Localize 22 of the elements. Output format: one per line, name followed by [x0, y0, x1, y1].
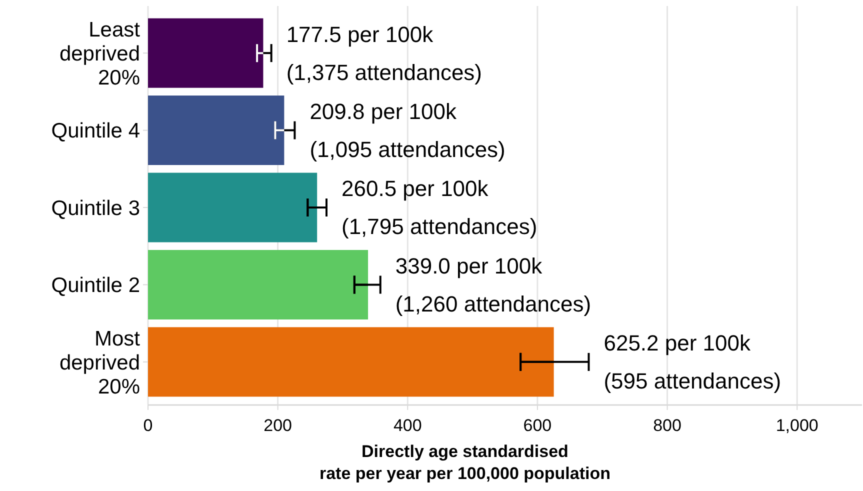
y-tick-label: Quintile 4 — [51, 120, 140, 143]
data-label: 625.2 per 100k (595 attendances) — [604, 330, 782, 394]
bar — [148, 172, 318, 242]
y-tick-label: Quintile 2 — [51, 274, 140, 298]
x-tick-label: 1,000 — [776, 416, 818, 435]
data-label: 177.5 per 100k (1,375 attendances) — [286, 22, 482, 85]
y-tick-label: Quintile 3 — [51, 196, 140, 220]
x-tick-label: 400 — [393, 416, 422, 435]
data-label: 209.8 per 100k (1,095 attendances) — [310, 98, 506, 162]
y-tick-label: Most deprived 20% — [59, 327, 140, 398]
data-label: 339.0 per 100k (1,260 attendances) — [395, 253, 592, 316]
y-tick-label: Least deprived 20% — [59, 18, 140, 90]
bar — [148, 327, 554, 397]
x-axis-title: Directly age standardised rate per year per 100,000 population — [319, 442, 611, 483]
bar — [148, 96, 284, 166]
x-tick-label: 600 — [523, 416, 552, 435]
bar — [148, 18, 264, 88]
bar — [148, 250, 368, 320]
x-tick-label: 200 — [264, 416, 292, 435]
x-tick-label: 800 — [653, 416, 682, 435]
data-label: 260.5 per 100k (1,795 attendances) — [342, 176, 538, 240]
x-tick-label: 0 — [143, 416, 153, 435]
